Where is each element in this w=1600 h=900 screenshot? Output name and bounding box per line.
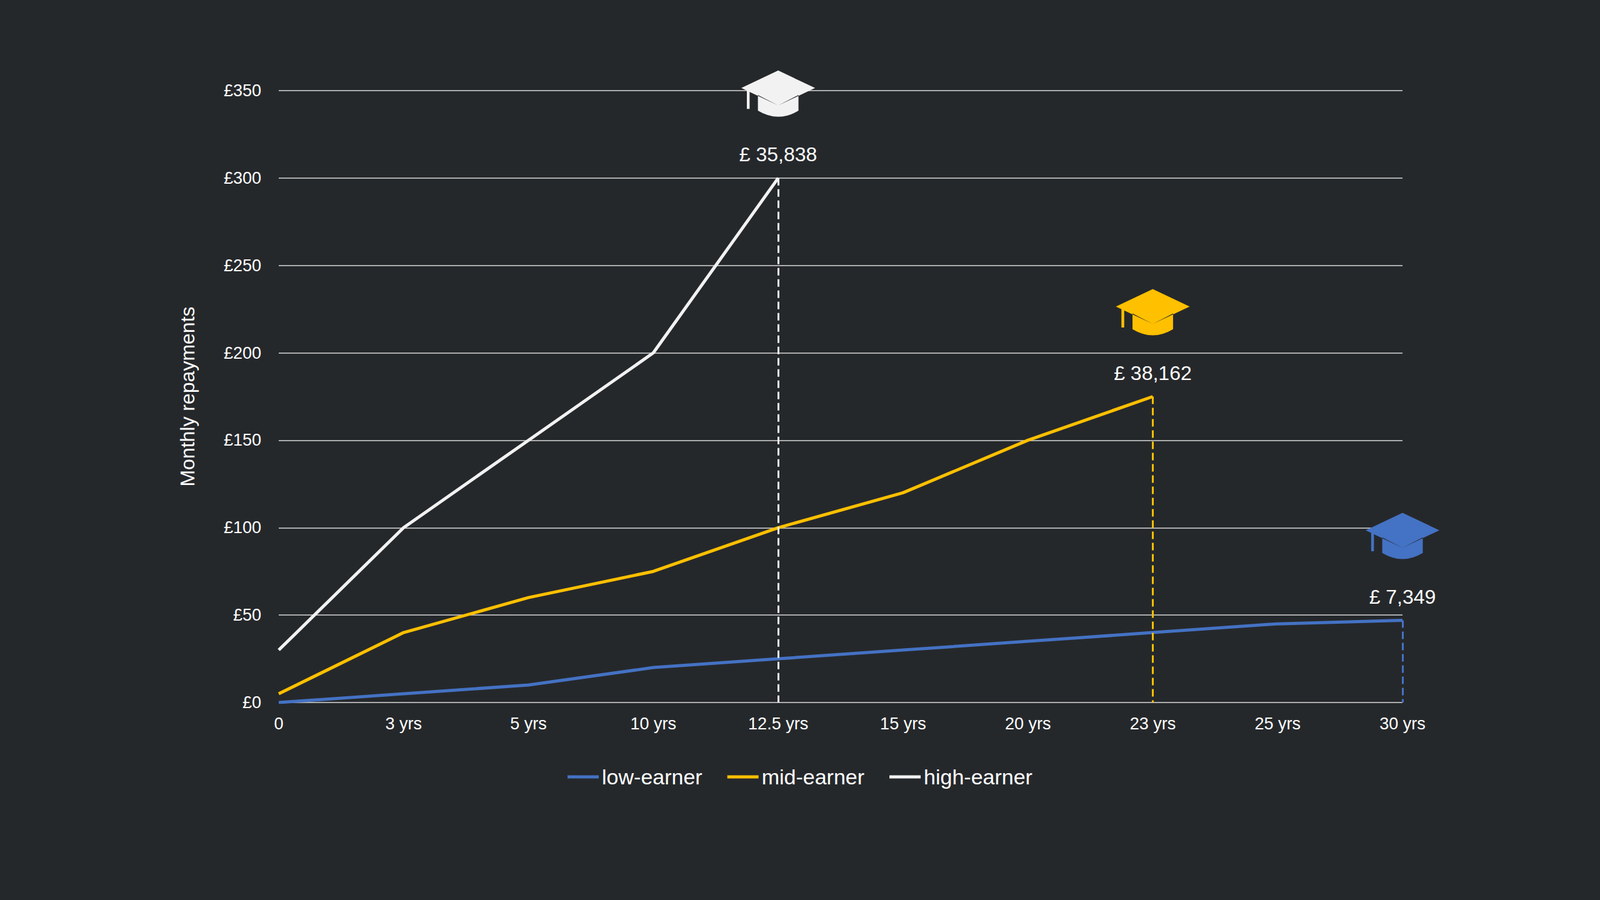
svg-text:0: 0 — [273, 714, 284, 734]
svg-text:high-earner: high-earner — [923, 765, 1033, 789]
svg-text:15 yrs: 15 yrs — [880, 714, 927, 734]
svg-text:10 yrs: 10 yrs — [630, 714, 677, 734]
svg-text:3 yrs: 3 yrs — [385, 714, 423, 734]
svg-text:low-earner: low-earner — [601, 765, 703, 789]
svg-text:Monthly repayments: Monthly repayments — [176, 306, 199, 487]
svg-text:£ 7,349: £ 7,349 — [1369, 585, 1437, 609]
svg-text:£150: £150 — [223, 430, 262, 450]
svg-text:25 yrs: 25 yrs — [1254, 714, 1301, 734]
svg-text:£350: £350 — [223, 81, 262, 100]
svg-text:30 yrs: 30 yrs — [1379, 714, 1426, 734]
svg-text:12.5 yrs: 12.5 yrs — [748, 714, 809, 734]
svg-text:20 yrs: 20 yrs — [1005, 714, 1052, 734]
svg-text:mid-earner: mid-earner — [761, 765, 865, 789]
svg-text:£200: £200 — [223, 343, 262, 363]
svg-text:£ 35,838: £ 35,838 — [739, 143, 818, 166]
svg-text:£50: £50 — [233, 605, 262, 625]
svg-text:£300: £300 — [223, 168, 262, 188]
svg-text:23 yrs: 23 yrs — [1130, 714, 1177, 734]
svg-text:5 yrs: 5 yrs — [510, 714, 547, 734]
svg-text:£250: £250 — [223, 256, 262, 275]
svg-text:£ 38,162: £ 38,162 — [1113, 361, 1192, 385]
svg-text:£0: £0 — [242, 693, 262, 712]
svg-text:£100: £100 — [223, 518, 262, 537]
